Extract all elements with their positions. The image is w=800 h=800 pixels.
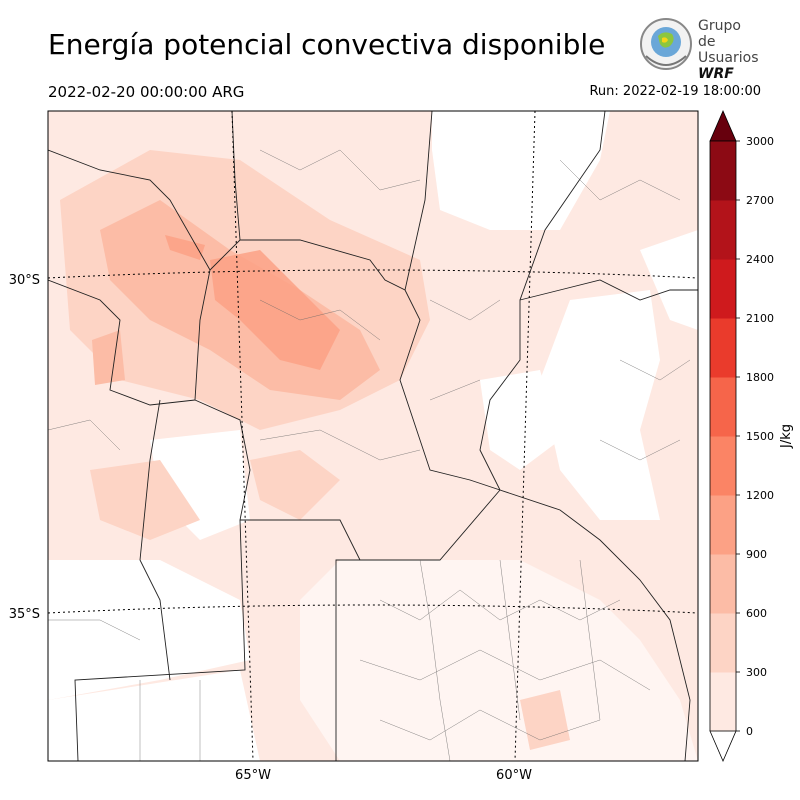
- lon-label-65w: 65°W: [235, 768, 271, 783]
- logo-line-2: Usuarios: [698, 50, 759, 66]
- cape-300-600: [90, 460, 200, 540]
- globe-logo-icon: [640, 18, 692, 70]
- low-cape-area: [540, 290, 660, 520]
- colorbar: 0 300 600 900 1200 1500 1800 2100 2400 2700 3000: [709, 109, 774, 763]
- cape-900-1200: [210, 250, 340, 370]
- colorbar-tick-label: 2100: [746, 312, 774, 325]
- cape-300-600: [250, 450, 340, 520]
- map-title: Energía potencial convectiva disponible: [48, 28, 606, 61]
- parallel-35s: [48, 604, 698, 614]
- logo-line-1: Grupo de: [698, 18, 741, 50]
- meridian-65w: [231, 111, 254, 761]
- colorbar-tick-label: 2400: [746, 253, 774, 266]
- colorbar-segment: [710, 554, 736, 614]
- province-borders: [48, 111, 698, 761]
- low-cape-area: [300, 560, 698, 761]
- low-cape-area: [640, 230, 698, 330]
- colorbar-extend-over: [709, 109, 737, 142]
- meridian-60w: [514, 111, 536, 761]
- lat-label-35s: 35°S: [9, 607, 40, 622]
- parallel-30s: [48, 269, 698, 279]
- cape-field: [48, 111, 698, 761]
- colorbar-tick-label: 900: [746, 548, 767, 561]
- map-frame: [47, 110, 699, 762]
- colorbar-extend-under: [709, 730, 737, 763]
- colorbar-tick-label: 300: [746, 666, 767, 679]
- colorbar-segment: [710, 318, 736, 378]
- colorbar-tick-label: 1200: [746, 489, 774, 502]
- low-cape-area: [480, 370, 560, 470]
- run-time: Run: 2022-02-19 18:00:00: [589, 84, 761, 99]
- colorbar-tick-label: 2700: [746, 194, 774, 207]
- cape-300-600: [520, 690, 570, 750]
- colorbar-tick-label: 1500: [746, 430, 774, 443]
- colorbar-segment: [710, 377, 736, 437]
- lat-label-30s: 30°S: [9, 273, 40, 288]
- colorbar-segment: [710, 436, 736, 496]
- colorbar-segment: [710, 200, 736, 260]
- colorbar-tick-label: 1800: [746, 371, 774, 384]
- department-borders: [48, 149, 691, 761]
- colorbar-tick-label: 3000: [746, 135, 774, 148]
- cape-600-900: [92, 330, 125, 385]
- low-cape-area: [48, 670, 260, 761]
- lon-label-60w: 60°W: [496, 768, 532, 783]
- colorbar-unit-label: J/kg: [779, 424, 794, 449]
- colorbar-segment: [710, 141, 736, 201]
- colorbar-segment: [710, 495, 736, 555]
- logo-line-3: WRF: [698, 66, 734, 82]
- colorbar-tick-label: 0: [746, 725, 753, 738]
- graticule: [48, 111, 698, 761]
- logo-wordmark: Grupo de Usuarios WRF: [698, 18, 759, 82]
- cape-900-1200: [165, 235, 205, 260]
- low-cape-area: [48, 560, 250, 700]
- wrf-users-logo: Grupo de Usuarios WRF: [638, 16, 759, 82]
- valid-time: 2022-02-20 00:00:00 ARG: [48, 83, 245, 101]
- colorbar-tick-label: 600: [746, 607, 767, 620]
- colorbar-segment: [710, 259, 736, 319]
- colorbar-segment: [710, 672, 736, 732]
- colorbar-segment: [710, 613, 736, 673]
